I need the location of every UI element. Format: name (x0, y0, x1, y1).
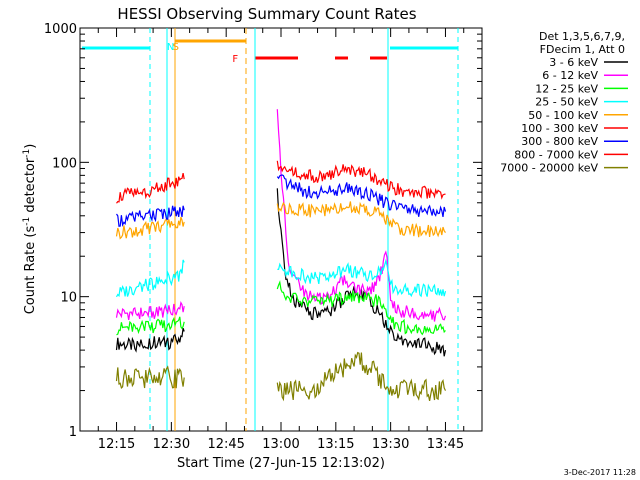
marker-label: N (167, 42, 174, 53)
series-line (115, 216, 185, 240)
x-axis-label: Start Time (27-Jun-15 12:13:02) (177, 456, 385, 471)
series-line (115, 365, 185, 390)
series-line (115, 300, 185, 321)
legend-entry-label: 12 - 25 keV (535, 82, 598, 95)
series-line (277, 258, 447, 298)
y-axis-label: Count Rate (s-1 detector-1) (22, 144, 38, 315)
x-axis: 12:15 12:30 12:45 13:00 13:15 13:30 13:45 (79, 28, 483, 452)
legend-header: FDecim 1, Att 0 (540, 43, 625, 56)
marker-label: S (173, 42, 179, 53)
series-line (276, 174, 447, 218)
series-line (276, 280, 446, 336)
series-line (276, 160, 446, 200)
x-tick-label: 12:15 (98, 437, 135, 452)
series-line (116, 205, 185, 227)
x-tick-label: 13:00 (262, 437, 299, 452)
series-line (276, 201, 446, 238)
y-tick-label: 1 (69, 425, 77, 440)
legend-entry-label: 100 - 300 keV (521, 122, 598, 135)
series-line (116, 172, 185, 204)
legend: Det 1,3,5,6,7,9,FDecim 1, Att 03 - 6 keV… (500, 30, 628, 175)
legend-entry-label: 50 - 100 keV (528, 109, 598, 122)
marker-label: F (232, 54, 238, 65)
y-tick-label: 1000 (44, 22, 77, 37)
chart-title: HESSI Observing Summary Count Rates (117, 5, 416, 23)
legend-entry-label: 3 - 6 keV (549, 56, 598, 69)
legend-entry-label: 7000 - 20000 keV (500, 162, 598, 175)
x-tick-label: 13:15 (317, 437, 354, 452)
series-line (276, 351, 447, 402)
annotations: NS F (167, 42, 239, 65)
x-tick-label: 12:30 (153, 437, 190, 452)
legend-header: Det 1,3,5,6,7,9, (539, 30, 625, 43)
y-tick-label: 100 (52, 156, 77, 171)
series-line (115, 259, 185, 298)
status-bars (82, 39, 458, 60)
legend-entry-label: 6 - 12 keV (542, 69, 598, 82)
series-line (115, 328, 185, 353)
x-tick-label: 13:30 (372, 437, 409, 452)
series-line (276, 109, 447, 322)
series-line (116, 316, 185, 336)
x-tick-label: 12:45 (207, 437, 244, 452)
timestamp: 3-Dec-2017 11:28 (564, 468, 636, 477)
y-tick-label: 10 (60, 291, 77, 306)
legend-entry-label: 25 - 50 keV (535, 96, 598, 109)
legend-entry-label: 800 - 7000 keV (514, 148, 598, 161)
series-lines (115, 109, 447, 402)
legend-entry-label: 300 - 800 keV (521, 135, 598, 148)
y-axis: 1 10 100 1000 (44, 22, 482, 440)
x-tick-label: 13:45 (427, 437, 464, 452)
